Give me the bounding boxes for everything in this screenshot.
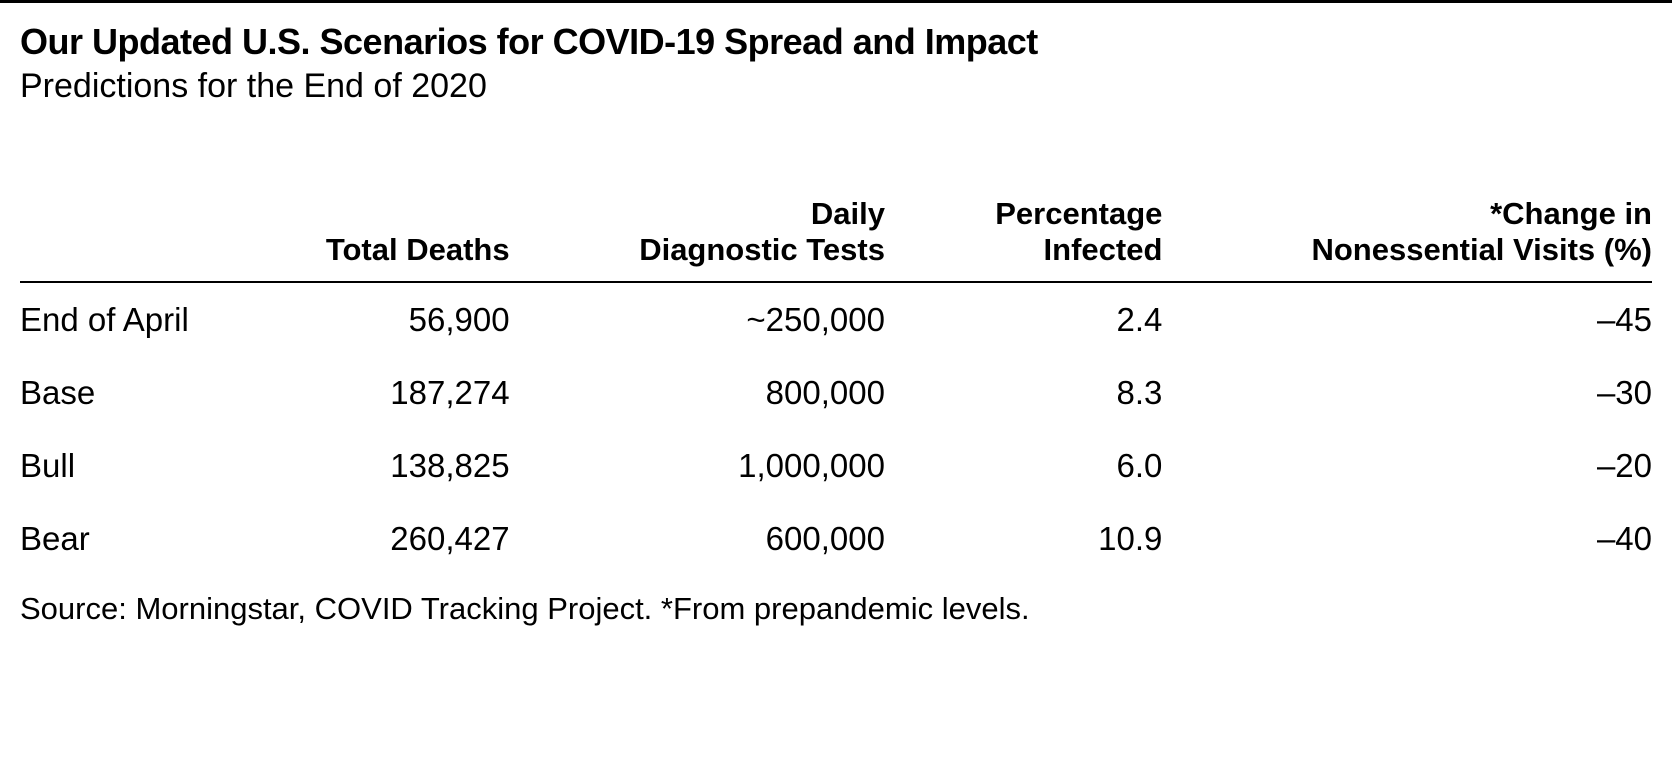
cell-total-deaths: 138,825	[232, 429, 509, 502]
col-header-daily-tests: DailyDiagnostic Tests	[510, 196, 885, 282]
table-row: End of April 56,900 ~250,000 2.4 –45	[20, 282, 1652, 356]
col-header-scenario	[20, 196, 232, 282]
source-line: Source: Morningstar, COVID Tracking Proj…	[20, 591, 1652, 627]
scenarios-table: Total Deaths DailyDiagnostic Tests Perce…	[20, 196, 1652, 575]
figure-subtitle: Predictions for the End of 2020	[20, 67, 1652, 106]
cell-daily-tests: 800,000	[510, 356, 885, 429]
col-header-total-deaths: Total Deaths	[232, 196, 509, 282]
cell-pct-infected: 6.0	[885, 429, 1162, 502]
figure-container: Our Updated U.S. Scenarios for COVID-19 …	[0, 0, 1672, 770]
cell-daily-tests: 600,000	[510, 502, 885, 575]
cell-total-deaths: 56,900	[232, 282, 509, 356]
cell-daily-tests: ~250,000	[510, 282, 885, 356]
row-label: End of April	[20, 282, 232, 356]
cell-change-visits: –30	[1162, 356, 1652, 429]
table-row: Base 187,274 800,000 8.3 –30	[20, 356, 1652, 429]
row-label: Bear	[20, 502, 232, 575]
cell-pct-infected: 8.3	[885, 356, 1162, 429]
cell-change-visits: –20	[1162, 429, 1652, 502]
cell-change-visits: –45	[1162, 282, 1652, 356]
col-header-change-visits: *Change inNonessential Visits (%)	[1162, 196, 1652, 282]
table-row: Bull 138,825 1,000,000 6.0 –20	[20, 429, 1652, 502]
cell-pct-infected: 10.9	[885, 502, 1162, 575]
row-label: Base	[20, 356, 232, 429]
figure-title: Our Updated U.S. Scenarios for COVID-19 …	[20, 21, 1652, 63]
cell-total-deaths: 187,274	[232, 356, 509, 429]
cell-pct-infected: 2.4	[885, 282, 1162, 356]
cell-total-deaths: 260,427	[232, 502, 509, 575]
cell-daily-tests: 1,000,000	[510, 429, 885, 502]
cell-change-visits: –40	[1162, 502, 1652, 575]
col-header-pct-infected: PercentageInfected	[885, 196, 1162, 282]
table-row: Bear 260,427 600,000 10.9 –40	[20, 502, 1652, 575]
row-label: Bull	[20, 429, 232, 502]
table-header-row: Total Deaths DailyDiagnostic Tests Perce…	[20, 196, 1652, 282]
